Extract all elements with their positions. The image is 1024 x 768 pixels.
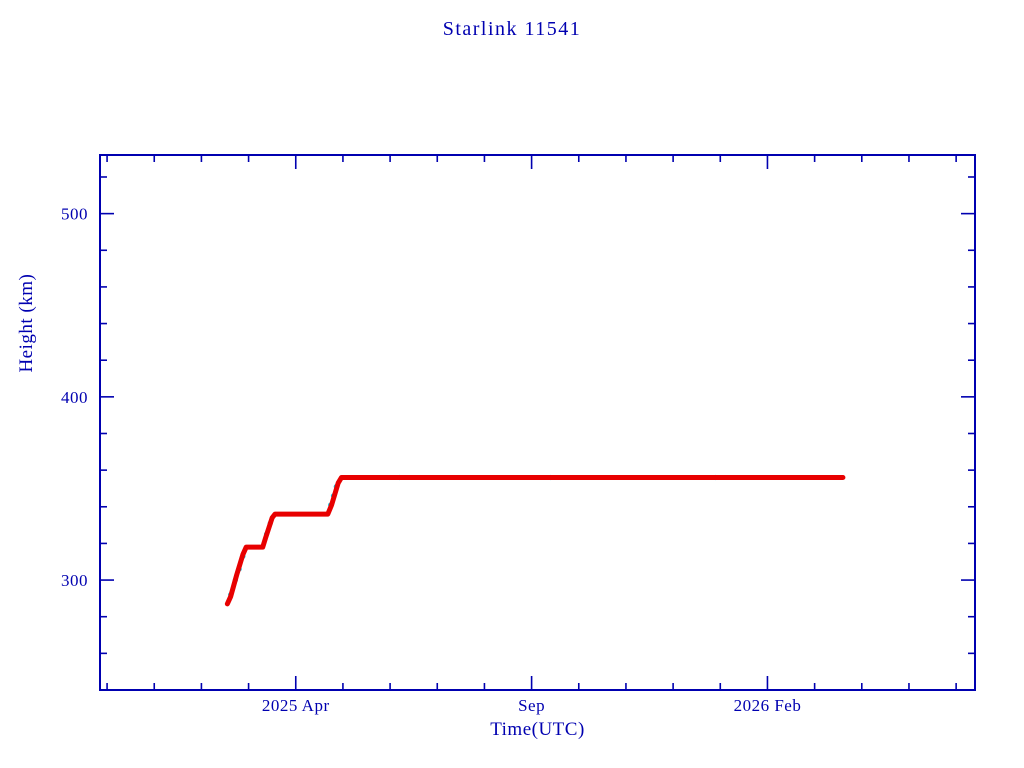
y-tick-label: 500 [61, 205, 88, 224]
x-tick-label: Sep [518, 696, 545, 715]
y-tick-label: 300 [61, 571, 88, 590]
chart-title: Starlink 11541 [442, 18, 582, 40]
x-axis-label: Time(UTC) [490, 719, 585, 740]
y-tick-label: 400 [61, 388, 88, 407]
plot-frame [99, 154, 976, 691]
x-tick-label: 2026 Feb [734, 696, 802, 715]
data-series-red-line [224, 474, 846, 607]
x-tick-label: 2025 Apr [262, 696, 330, 715]
